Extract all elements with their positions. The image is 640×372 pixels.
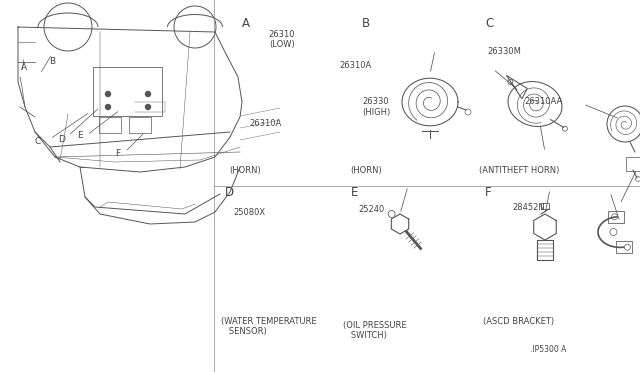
Text: C: C bbox=[485, 17, 493, 30]
Text: E: E bbox=[77, 131, 83, 140]
Text: .IP5300 A: .IP5300 A bbox=[530, 345, 566, 354]
FancyBboxPatch shape bbox=[93, 67, 162, 116]
Text: C: C bbox=[35, 138, 41, 147]
Text: 25240: 25240 bbox=[358, 205, 385, 214]
Text: 28452N: 28452N bbox=[512, 203, 545, 212]
FancyBboxPatch shape bbox=[616, 241, 632, 253]
FancyBboxPatch shape bbox=[99, 117, 121, 133]
Text: 25080X: 25080X bbox=[234, 208, 266, 217]
Text: (ANTITHEFT HORN): (ANTITHEFT HORN) bbox=[479, 166, 559, 174]
Text: (HORN): (HORN) bbox=[229, 166, 261, 174]
Circle shape bbox=[106, 92, 111, 96]
Text: (HORN): (HORN) bbox=[351, 166, 383, 174]
Text: F: F bbox=[115, 150, 120, 158]
Text: 26310A: 26310A bbox=[339, 61, 371, 70]
Text: E: E bbox=[351, 186, 358, 199]
Text: (ASCD BRACKET): (ASCD BRACKET) bbox=[483, 317, 554, 326]
Text: 26330M: 26330M bbox=[488, 46, 522, 55]
FancyBboxPatch shape bbox=[607, 211, 623, 223]
Circle shape bbox=[145, 92, 150, 96]
Text: 26310A: 26310A bbox=[250, 119, 282, 128]
Circle shape bbox=[106, 105, 111, 109]
Text: 26330
(HIGH): 26330 (HIGH) bbox=[362, 97, 390, 117]
Text: A: A bbox=[21, 62, 27, 71]
Text: 26310AA: 26310AA bbox=[525, 97, 563, 106]
Polygon shape bbox=[534, 214, 556, 240]
Text: D: D bbox=[59, 135, 65, 144]
Polygon shape bbox=[391, 214, 409, 234]
Circle shape bbox=[145, 105, 150, 109]
Text: 26310
(LOW): 26310 (LOW) bbox=[269, 30, 295, 49]
Text: D: D bbox=[225, 186, 234, 199]
Text: (OIL PRESSURE
   SWITCH): (OIL PRESSURE SWITCH) bbox=[343, 321, 406, 340]
Text: F: F bbox=[485, 186, 492, 199]
Text: (WATER TEMPERATURE
   SENSOR): (WATER TEMPERATURE SENSOR) bbox=[221, 317, 316, 336]
FancyBboxPatch shape bbox=[626, 157, 640, 171]
Text: B: B bbox=[49, 58, 55, 67]
FancyBboxPatch shape bbox=[129, 117, 151, 133]
Text: B: B bbox=[362, 17, 371, 30]
Text: A: A bbox=[242, 17, 250, 30]
